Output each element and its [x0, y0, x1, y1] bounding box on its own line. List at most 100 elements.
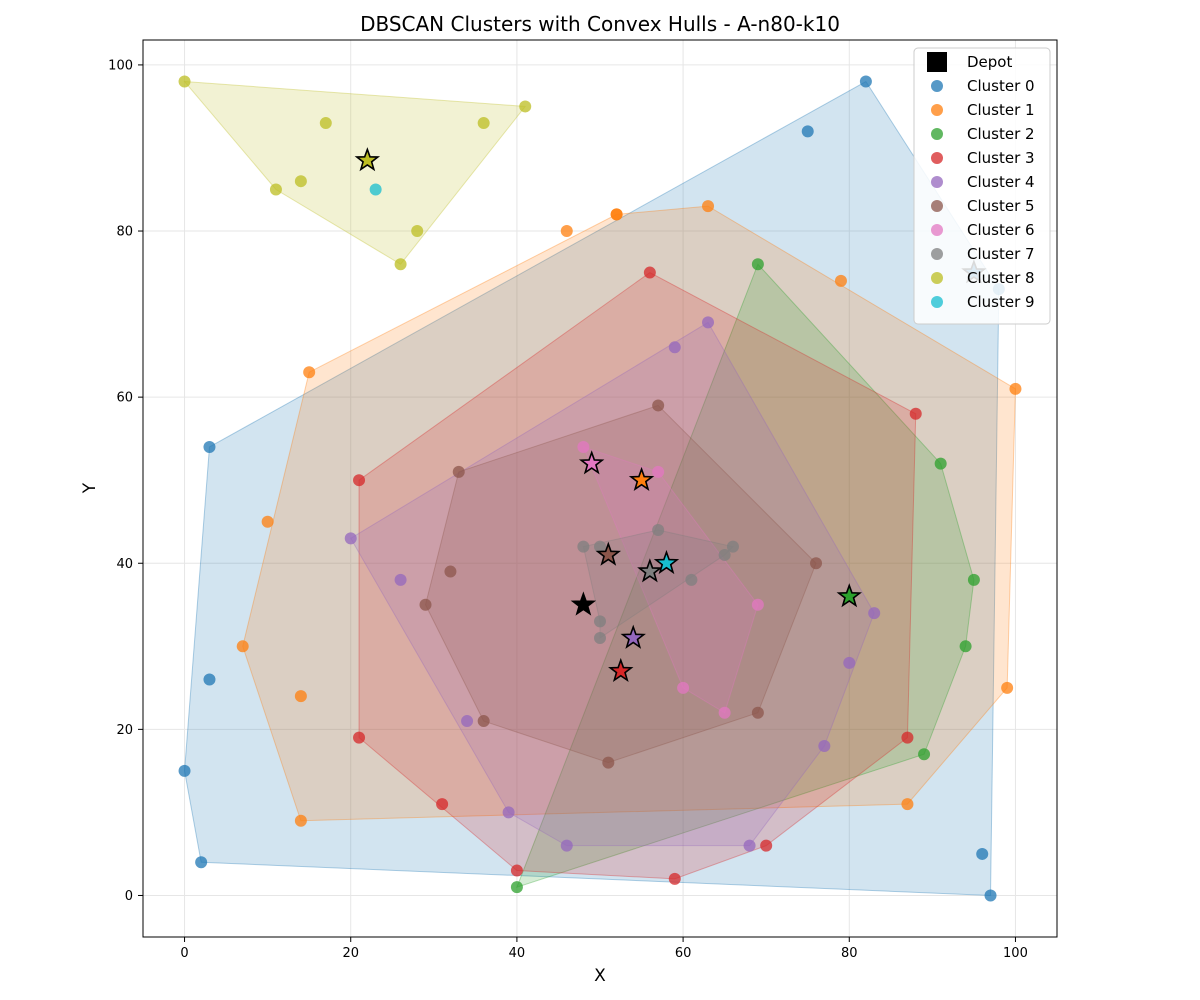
- point-cluster-5: [452, 465, 465, 478]
- point-cluster-3: [668, 872, 681, 885]
- legend-label-cluster-6: Cluster 6: [967, 221, 1035, 239]
- point-cluster-6: [677, 681, 690, 694]
- point-cluster-0: [976, 847, 989, 860]
- hull-cluster-5: [424, 404, 817, 764]
- y-tick-label: 60: [116, 391, 133, 406]
- point-cluster-3: [353, 474, 366, 487]
- point-cluster-4: [461, 715, 474, 728]
- point-cluster-5: [652, 399, 665, 412]
- hull-cluster-6: [582, 446, 759, 714]
- point-cluster-1: [834, 274, 847, 287]
- point-cluster-2: [934, 457, 947, 470]
- x-tick-label: 60: [675, 946, 692, 961]
- point-cluster-1: [901, 798, 914, 811]
- point-cluster-7: [685, 573, 698, 586]
- point-cluster-1: [236, 640, 249, 653]
- point-cluster-4: [668, 341, 681, 354]
- point-cluster-6: [751, 598, 764, 611]
- hull-cluster-4: [350, 321, 875, 847]
- point-cluster-3: [643, 266, 656, 279]
- point-cluster-2: [967, 573, 980, 586]
- y-tick-label: 80: [116, 225, 133, 240]
- legend-marker-cluster-4: [931, 176, 943, 188]
- centroid-cluster-2: [836, 583, 862, 608]
- legend-label-cluster-0: Cluster 0: [967, 77, 1035, 95]
- point-cluster-1: [560, 225, 573, 238]
- point-cluster-4: [344, 532, 357, 545]
- point-cluster-1: [261, 515, 274, 528]
- legend-label-cluster-4: Cluster 4: [967, 173, 1035, 191]
- centroid-cluster-4: [620, 624, 646, 649]
- point-cluster-7: [594, 615, 606, 628]
- point-cluster-6: [652, 465, 665, 478]
- point-cluster-8: [519, 100, 532, 113]
- point-cluster-1: [1001, 681, 1014, 694]
- point-cluster-7: [718, 548, 731, 561]
- point-cluster-8: [294, 175, 307, 188]
- point-cluster-2: [918, 748, 931, 761]
- legend-depot-label: Depot: [967, 53, 1012, 71]
- point-cluster-7: [594, 540, 606, 553]
- legend-label-cluster-2: Cluster 2: [967, 125, 1035, 143]
- point-cluster-8: [394, 258, 407, 271]
- legend-label-cluster-3: Cluster 3: [967, 149, 1035, 167]
- point-cluster-7: [726, 540, 739, 553]
- depot-marker: [570, 591, 597, 616]
- point-cluster-8: [477, 117, 490, 130]
- point-cluster-5: [810, 557, 823, 570]
- point-cluster-8: [411, 225, 424, 238]
- point-cluster-1: [610, 208, 623, 221]
- y-tick-label: 0: [125, 889, 133, 904]
- point-cluster-6: [718, 706, 731, 719]
- point-cluster-1: [1009, 382, 1022, 395]
- legend-label-cluster-1: Cluster 1: [967, 101, 1035, 119]
- point-cluster-5: [602, 756, 615, 769]
- legend-marker-cluster-3: [931, 152, 943, 164]
- legend-label-cluster-8: Cluster 8: [967, 269, 1035, 287]
- point-cluster-4: [843, 656, 856, 669]
- point-cluster-4: [702, 316, 715, 329]
- x-tick-label: 20: [342, 946, 359, 961]
- point-cluster-8: [178, 75, 191, 88]
- x-tick-label: 40: [509, 946, 526, 961]
- point-cluster-0: [195, 856, 208, 869]
- point-cluster-3: [909, 407, 922, 420]
- point-cluster-5: [751, 706, 764, 719]
- point-cluster-8: [319, 117, 332, 130]
- point-cluster-4: [560, 839, 573, 852]
- legend-label-cluster-9: Cluster 9: [967, 293, 1035, 311]
- centroid-cluster-1: [628, 466, 655, 492]
- point-cluster-8: [269, 183, 282, 196]
- legend-marker-cluster-8: [931, 272, 943, 284]
- hull-cluster-8: [183, 80, 527, 265]
- point-cluster-0: [984, 889, 997, 902]
- point-cluster-4: [394, 573, 407, 586]
- point-cluster-0: [801, 125, 814, 138]
- legend-marker-cluster-9: [931, 296, 943, 308]
- plot-frame: [142, 39, 1058, 938]
- legend-marker-cluster-2: [931, 128, 943, 140]
- legend-depot-marker: [927, 52, 947, 72]
- point-cluster-1: [303, 366, 316, 379]
- point-cluster-1: [294, 690, 307, 703]
- legend-label-cluster-7: Cluster 7: [967, 245, 1035, 263]
- point-cluster-3: [436, 798, 449, 811]
- point-cluster-0: [203, 673, 216, 686]
- plot-area: 0 20 40 60 80 100 0 20 40 60 80 100: [108, 39, 1058, 961]
- x-axis-label: X: [594, 966, 606, 986]
- point-cluster-1: [294, 814, 307, 827]
- point-cluster-4: [743, 839, 756, 852]
- point-cluster-0: [203, 440, 216, 453]
- y-tick-label: 100: [108, 58, 133, 73]
- x-tick-label: 100: [1003, 946, 1028, 961]
- centroid-cluster-7: [637, 558, 663, 583]
- point-cluster-4: [502, 806, 515, 819]
- legend-marker-cluster-6: [931, 224, 943, 236]
- point-cluster-0: [178, 764, 191, 777]
- y-axis-label: Y: [80, 482, 100, 494]
- point-cluster-5: [477, 715, 490, 728]
- point-cluster-4: [818, 739, 831, 752]
- centroid-cluster-6: [578, 450, 605, 475]
- x-tick-label: 0: [180, 946, 188, 961]
